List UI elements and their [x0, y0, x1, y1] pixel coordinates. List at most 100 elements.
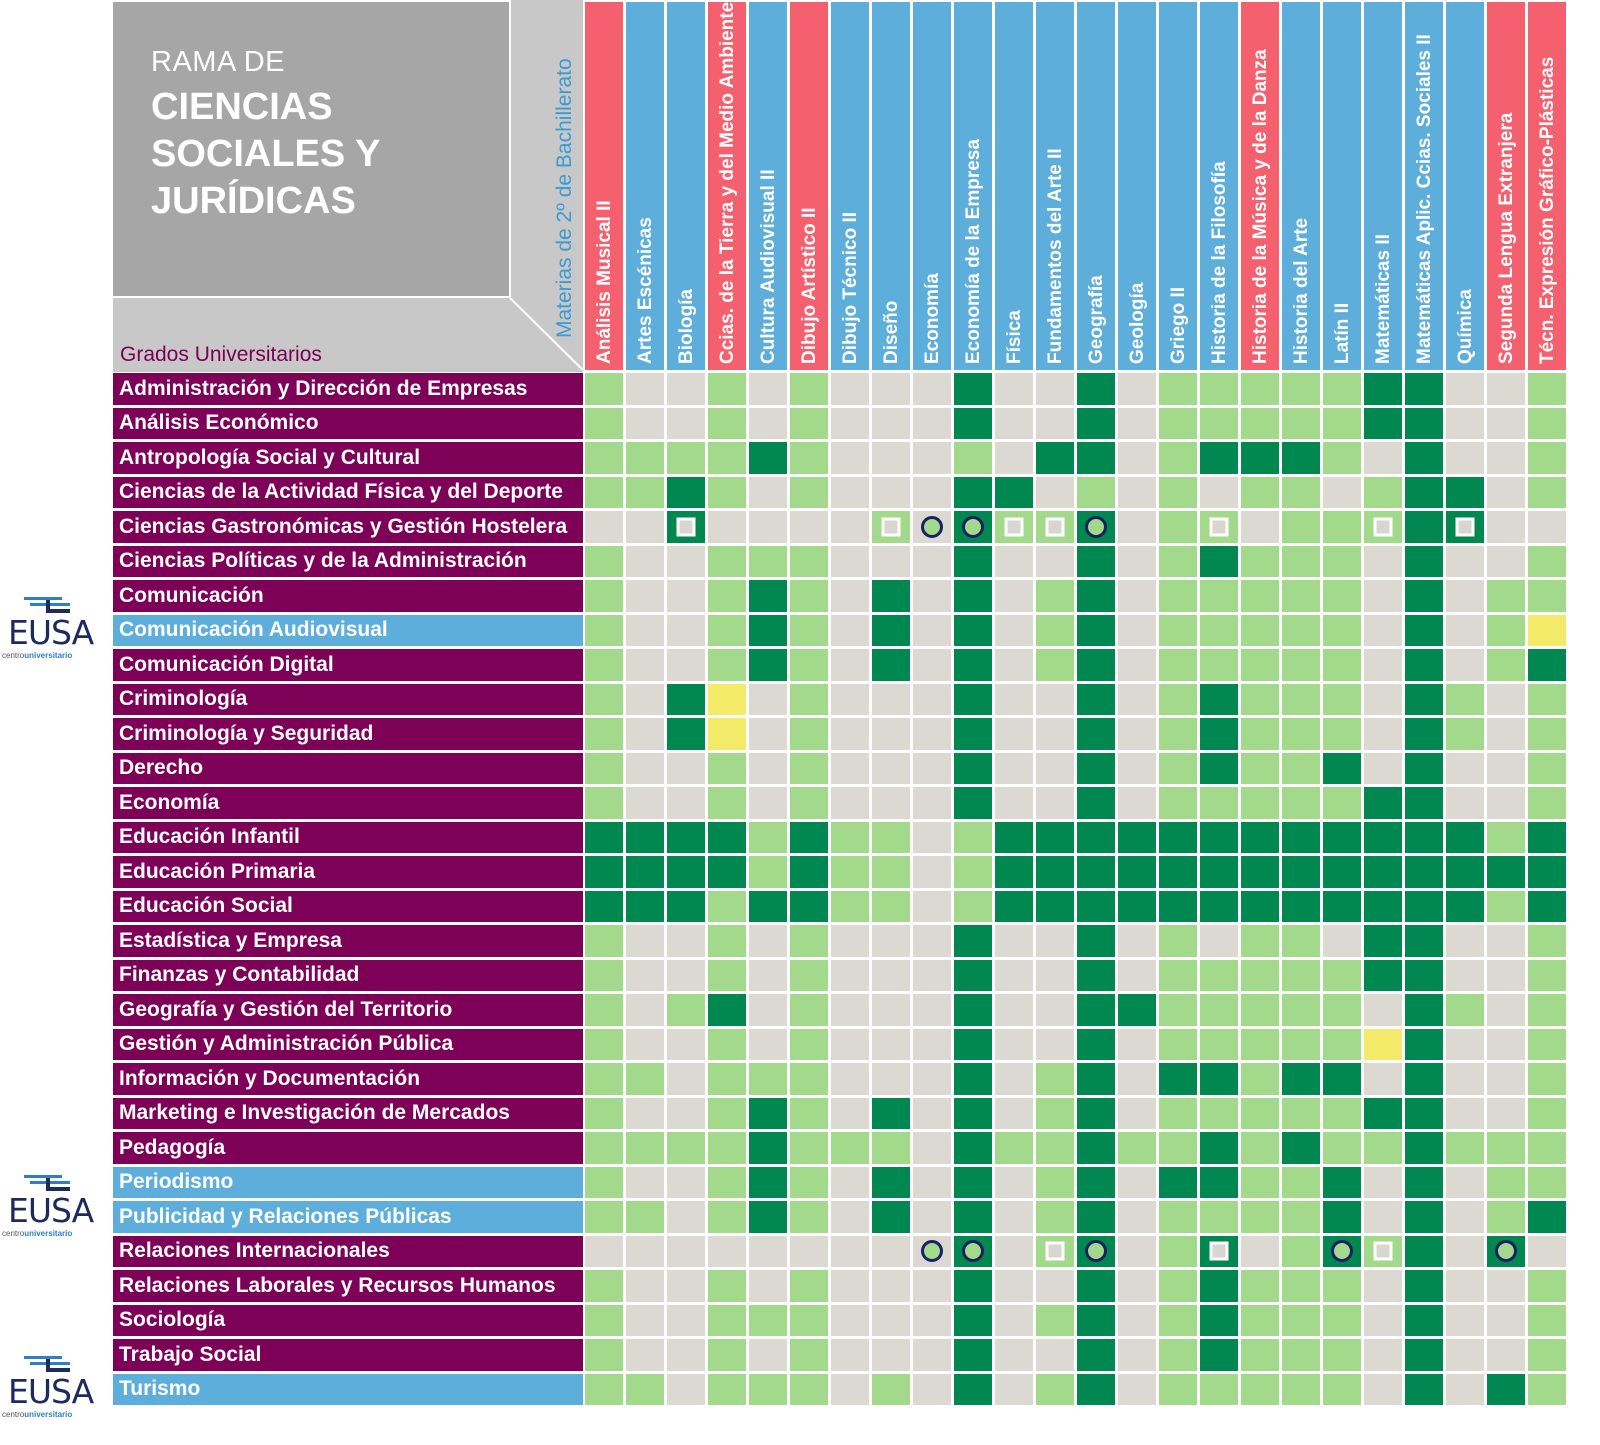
heatmap-cell — [708, 649, 746, 681]
heatmap-cell — [749, 821, 787, 853]
heatmap-cell — [1405, 649, 1443, 681]
heatmap-cell — [913, 476, 951, 508]
heatmap-cell — [626, 1063, 664, 1095]
heatmap-cell — [626, 1097, 664, 1129]
column-header: Geología — [1118, 2, 1156, 370]
heatmap-cell — [1118, 1304, 1156, 1336]
heatmap-cell — [1159, 1063, 1197, 1095]
heatmap-cell — [1528, 1373, 1566, 1405]
heatmap-cell — [1405, 925, 1443, 957]
heatmap-cell — [913, 1132, 951, 1164]
heatmap-cell — [1528, 476, 1566, 508]
heatmap-cell — [585, 614, 623, 646]
heatmap-cell — [790, 1201, 828, 1233]
heatmap-cell — [749, 1373, 787, 1405]
heatmap-cell — [1446, 1132, 1484, 1164]
heatmap-cell — [954, 787, 992, 819]
column-header: Historia de la Música y de la Danza — [1241, 2, 1279, 370]
heatmap-cell — [1364, 1097, 1402, 1129]
heatmap-cell — [1077, 545, 1115, 577]
heatmap-cell — [626, 787, 664, 819]
heatmap-cell — [1159, 821, 1197, 853]
heatmap-cell — [1118, 1235, 1156, 1267]
heatmap-cell — [1200, 683, 1238, 715]
heatmap-cell — [790, 787, 828, 819]
heatmap-cell — [1364, 373, 1402, 405]
heatmap-cell — [1282, 752, 1320, 784]
heatmap-cell — [954, 856, 992, 888]
heatmap-cell — [1036, 1373, 1074, 1405]
heatmap-cell — [1364, 545, 1402, 577]
heatmap-cell — [1487, 959, 1525, 991]
heatmap-cell — [954, 1270, 992, 1302]
heatmap-cell — [1487, 442, 1525, 474]
heatmap-cell — [1446, 1097, 1484, 1129]
heatmap-cell — [1446, 1235, 1484, 1267]
heatmap-cell — [749, 1201, 787, 1233]
heatmap-cell — [954, 545, 992, 577]
heatmap-cell — [1364, 1270, 1402, 1302]
heatmap-cell — [1036, 752, 1074, 784]
heatmap-cell — [954, 683, 992, 715]
heatmap-cell — [1241, 1339, 1279, 1371]
heatmap-cell — [626, 752, 664, 784]
heatmap-cell — [1200, 649, 1238, 681]
heatmap-cell — [626, 821, 664, 853]
heatmap-cell — [708, 373, 746, 405]
heatmap-cell — [1528, 856, 1566, 888]
heatmap-cell — [1118, 683, 1156, 715]
column-header: Análisis Musical II — [585, 2, 623, 370]
heatmap-cell — [1405, 1339, 1443, 1371]
heatmap-cell — [1528, 1132, 1566, 1164]
heatmap-cell — [749, 1235, 787, 1267]
heatmap-cell — [995, 614, 1033, 646]
heatmap-cell — [626, 890, 664, 922]
heatmap-cell — [790, 856, 828, 888]
heatmap-cell — [913, 1270, 951, 1302]
row-label: Educación Social — [113, 890, 583, 922]
heatmap-cell — [913, 1063, 951, 1095]
heatmap-cell — [1364, 1304, 1402, 1336]
heatmap-cell — [1036, 649, 1074, 681]
heatmap-cell — [1282, 407, 1320, 439]
heatmap-cell — [1405, 821, 1443, 853]
heatmap-cell — [954, 821, 992, 853]
heatmap-cell — [1446, 1304, 1484, 1336]
eusa-logo: EUSA centrouniversitario — [2, 595, 98, 661]
heatmap-cell — [913, 1166, 951, 1198]
heatmap-cell — [585, 1132, 623, 1164]
heatmap-cell — [831, 545, 869, 577]
heatmap-cell — [1077, 1304, 1115, 1336]
row-label: Marketing e Investigación de Mercados — [113, 1097, 583, 1129]
heatmap-cell — [1364, 821, 1402, 853]
heatmap-cell — [1159, 1166, 1197, 1198]
heatmap-cell — [1487, 683, 1525, 715]
heatmap-cell — [1282, 683, 1320, 715]
heatmap-cell — [749, 407, 787, 439]
heatmap-cell — [1446, 959, 1484, 991]
heatmap-cell — [913, 442, 951, 474]
heatmap-cell — [1487, 1339, 1525, 1371]
heatmap-cell — [667, 580, 705, 612]
heatmap-cell — [1159, 787, 1197, 819]
heatmap-cell — [790, 1373, 828, 1405]
heatmap-cell — [1077, 1063, 1115, 1095]
heatmap-cell — [913, 511, 951, 543]
heatmap-cell — [1405, 407, 1443, 439]
heatmap-cell — [790, 994, 828, 1026]
heatmap-cell — [790, 821, 828, 853]
eusa-bars-icon — [24, 1356, 70, 1372]
heatmap-cell — [872, 718, 910, 750]
heatmap-cell — [667, 1063, 705, 1095]
heatmap-cell — [831, 1235, 869, 1267]
square-marker-icon — [676, 517, 696, 537]
heatmap-cell — [585, 649, 623, 681]
heatmap-cell — [667, 1270, 705, 1302]
heatmap-cell — [1282, 442, 1320, 474]
heatmap-cell — [626, 856, 664, 888]
heatmap-cell — [1528, 1304, 1566, 1336]
heatmap-cell — [1282, 821, 1320, 853]
heatmap-cell — [995, 649, 1033, 681]
heatmap-cell — [1077, 442, 1115, 474]
heatmap-cell — [585, 925, 623, 957]
